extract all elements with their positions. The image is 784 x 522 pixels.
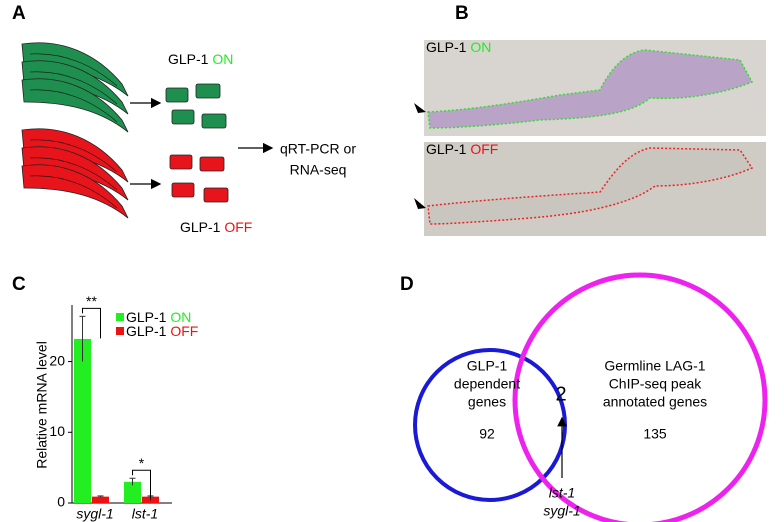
legend-label: GLP-1 ON — [126, 309, 191, 325]
overlap-gene: sygl-1 — [543, 503, 580, 519]
arrows — [130, 97, 274, 190]
legend-label: GLP-1 OFF — [126, 323, 198, 339]
legend-swatch — [116, 327, 124, 335]
worms-on — [21, 42, 129, 133]
on-label: GLP-1 ON — [168, 51, 233, 67]
distal-arrow — [414, 103, 426, 113]
set-circle-right — [512, 272, 768, 522]
panel-label: D — [400, 274, 414, 295]
x-tick-label: lst-1 — [132, 506, 158, 522]
gonads-off — [169, 154, 229, 203]
set-label: annotated genes — [603, 394, 707, 410]
significance-label: * — [139, 455, 145, 471]
bar — [74, 338, 91, 503]
on-label: GLP-1 ON — [426, 39, 491, 55]
set-label: ChIP-seq peak — [609, 376, 703, 392]
y-axis-label: Relative mRNA level — [34, 341, 50, 469]
panel-label: C — [12, 274, 26, 295]
y-tick-label: 10 — [49, 423, 65, 439]
gonads-on — [165, 83, 227, 129]
significance-bracket — [82, 307, 101, 339]
set-count: 135 — [643, 426, 667, 442]
set-label: dependent — [454, 376, 520, 392]
distal-arrow — [414, 198, 426, 209]
set-label: GLP-1 — [467, 358, 508, 374]
set-label: genes — [468, 394, 506, 410]
worms-off — [21, 128, 129, 219]
overlap-gene: lst-1 — [549, 485, 575, 501]
y-tick-label: 0 — [57, 494, 65, 510]
gonad-outline-off — [427, 147, 754, 225]
significance-bracket — [132, 469, 151, 501]
output-line: RNA-seq — [290, 162, 347, 178]
set-count: 92 — [479, 426, 495, 442]
panel-label: B — [455, 3, 469, 24]
significance-label: ** — [86, 293, 97, 309]
bar — [92, 496, 109, 503]
x-tick-label: sygl-1 — [76, 506, 113, 522]
output-line: qRT-PCR or — [280, 141, 356, 157]
bar — [124, 481, 141, 503]
gonad-outline-on — [427, 49, 754, 129]
overlap-count: 2 — [555, 383, 566, 405]
y-tick-label: 20 — [49, 352, 65, 368]
legend-swatch — [116, 313, 124, 321]
panel-label: A — [12, 3, 26, 24]
set-label: Germline LAG-1 — [604, 358, 705, 374]
off-label: GLP-1 OFF — [426, 141, 498, 157]
off-label: GLP-1 OFF — [180, 219, 252, 235]
